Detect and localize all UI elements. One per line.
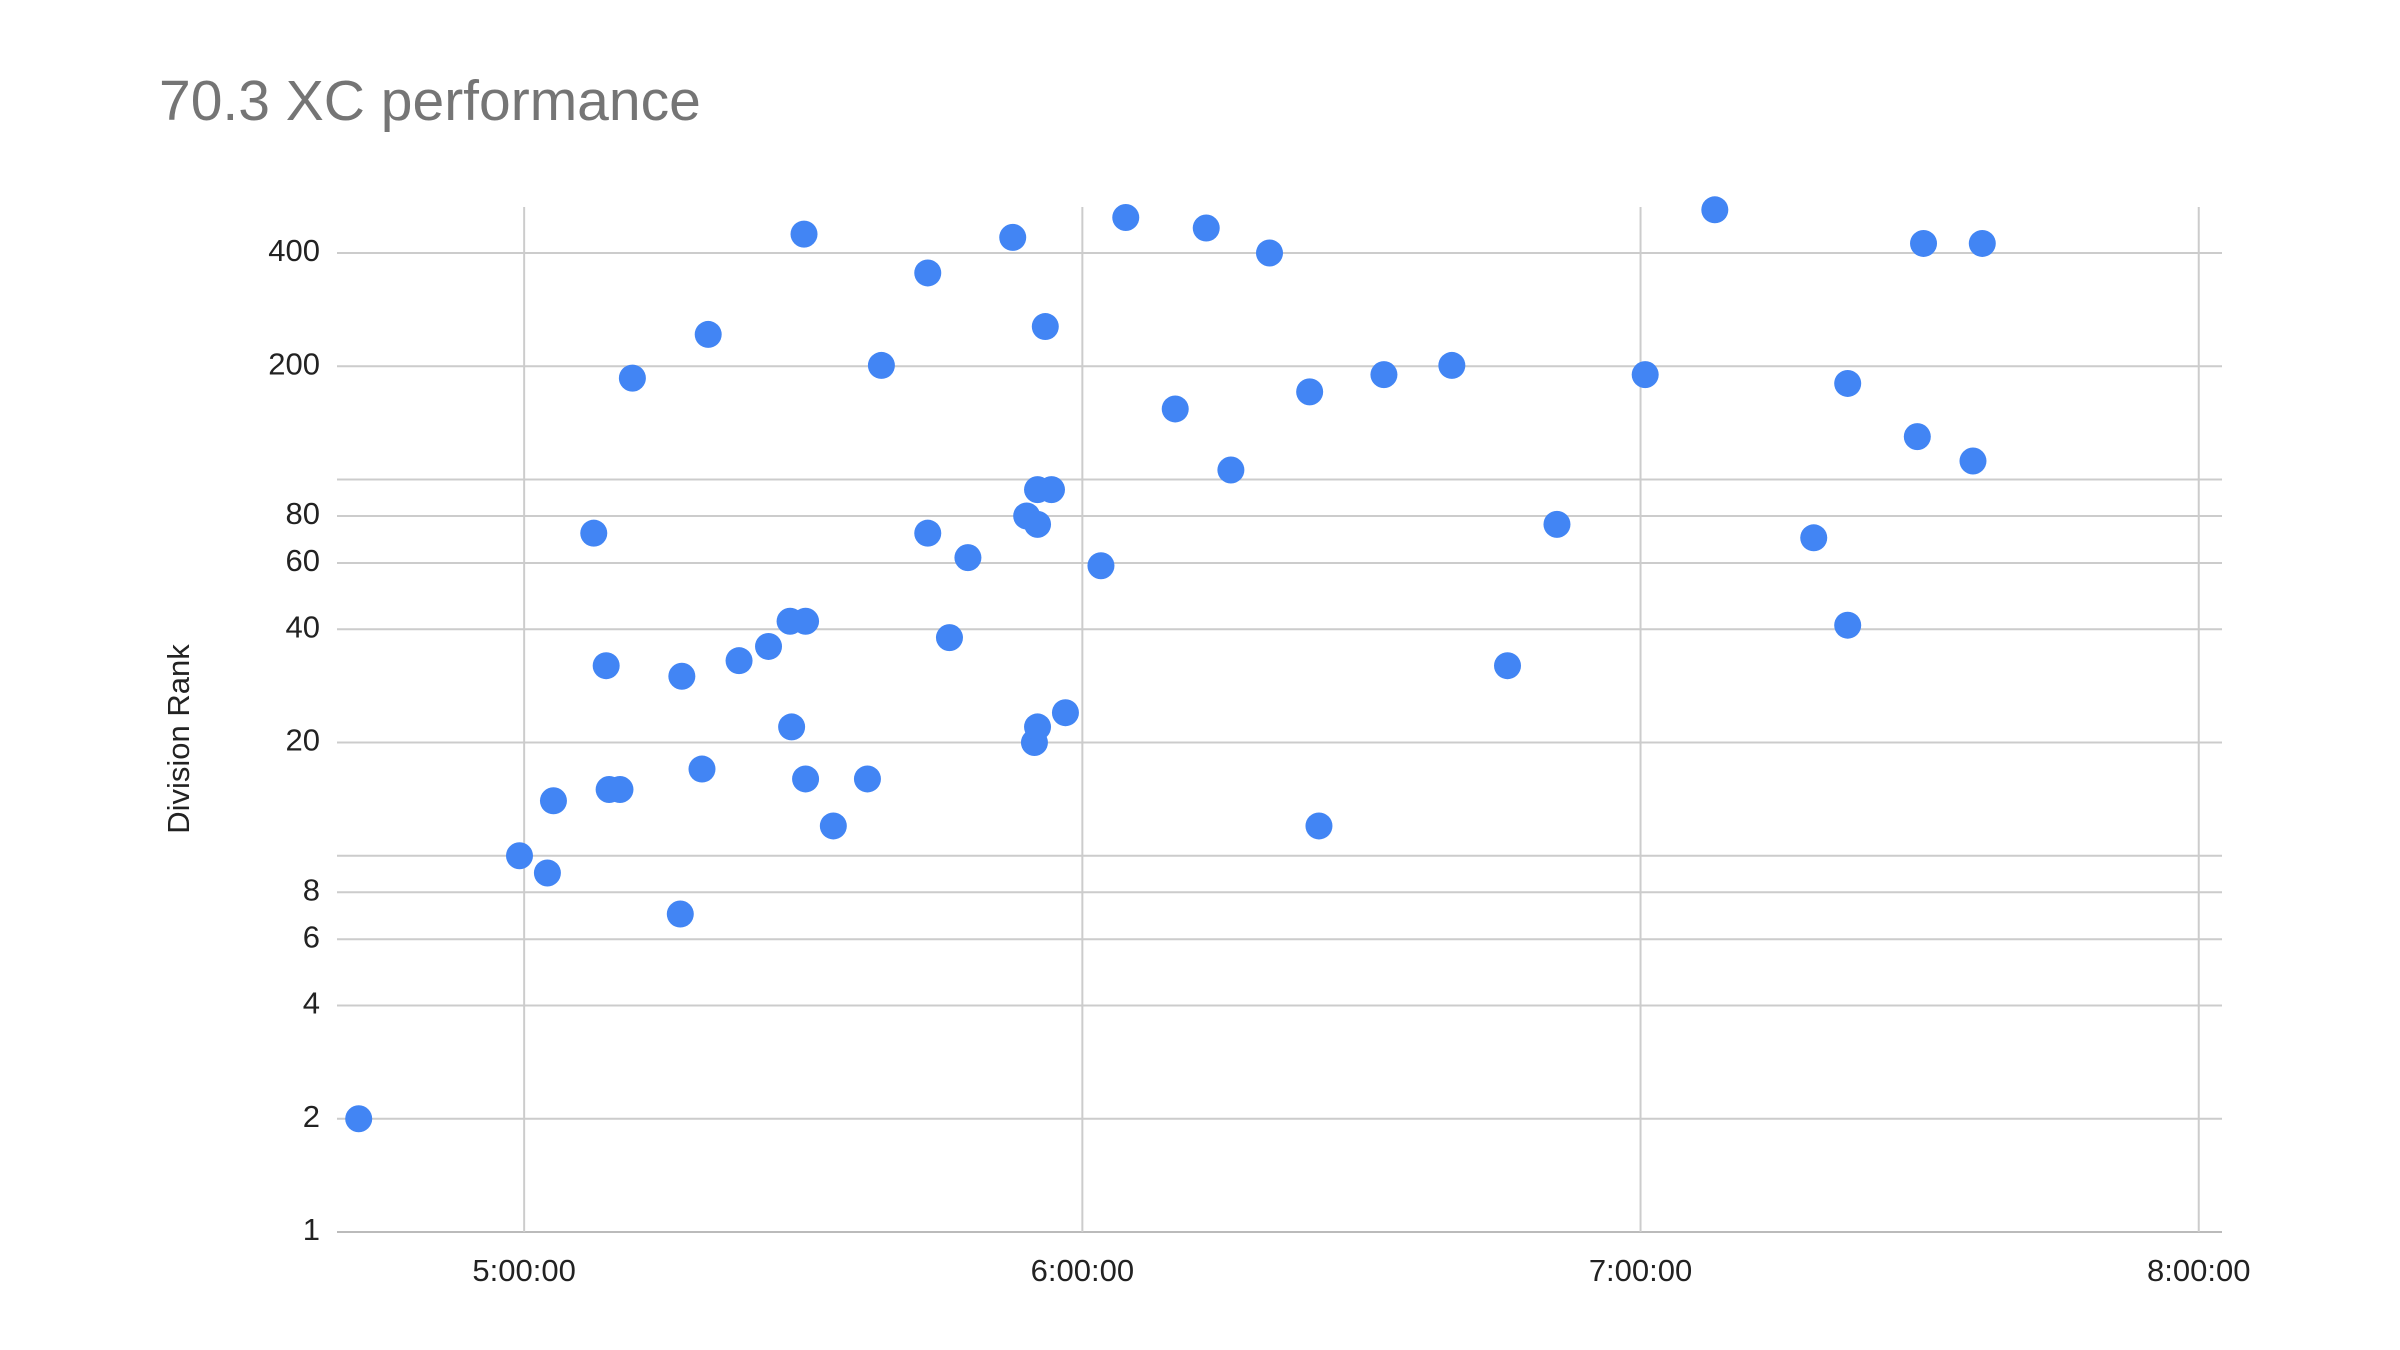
chart-title: 70.3 XC performance (159, 69, 701, 133)
y-tick-label: 60 (286, 543, 320, 578)
data-point (1112, 204, 1140, 232)
data-point (914, 519, 942, 547)
data-point (1701, 196, 1729, 224)
data-point (1834, 611, 1862, 639)
x-tick-label: 8:00:00 (2147, 1253, 2250, 1288)
x-tick-label: 5:00:00 (472, 1253, 575, 1288)
data-point (1438, 351, 1466, 379)
data-point (853, 765, 881, 793)
data-point (1192, 214, 1220, 242)
data-point (792, 607, 820, 635)
data-point (1037, 476, 1065, 504)
data-point (1834, 369, 1862, 397)
data-point (1031, 313, 1059, 341)
data-point (1024, 510, 1052, 538)
data-point (668, 662, 696, 690)
data-point (1051, 699, 1079, 727)
data-point (954, 544, 982, 572)
data-point (666, 900, 694, 928)
data-point (1959, 447, 1987, 475)
data-point (539, 787, 567, 815)
data-point (819, 812, 847, 840)
data-point (755, 632, 783, 660)
data-point (1903, 423, 1931, 451)
data-point (1631, 361, 1659, 389)
y-tick-label: 40 (286, 609, 320, 644)
data-point (580, 519, 608, 547)
data-point (345, 1105, 373, 1133)
data-point (725, 647, 753, 675)
y-tick-label: 20 (286, 723, 320, 758)
y-tick-label: 6 (303, 919, 320, 954)
data-point (1968, 229, 1996, 257)
y-tick-label: 4 (303, 986, 320, 1021)
data-point (1255, 239, 1283, 267)
data-point (792, 765, 820, 793)
data-point (533, 859, 561, 887)
data-point (790, 220, 818, 248)
data-point (1296, 378, 1324, 406)
data-point (1305, 812, 1333, 840)
data-point (1494, 652, 1522, 680)
x-tick-label: 6:00:00 (1031, 1253, 1134, 1288)
data-point (505, 842, 533, 870)
data-point (1370, 361, 1398, 389)
data-point (867, 351, 895, 379)
y-tick-label: 400 (268, 233, 320, 268)
y-axis-title: Division Rank (161, 644, 196, 834)
y-tick-label: 80 (286, 496, 320, 531)
data-point (1217, 456, 1245, 484)
data-point (592, 652, 620, 680)
data-point (1087, 552, 1115, 580)
data-point (606, 775, 634, 803)
data-point (1024, 713, 1052, 741)
y-tick-label: 1 (303, 1212, 320, 1247)
y-tick-label: 200 (268, 346, 320, 381)
data-point (1161, 395, 1189, 423)
data-point (688, 755, 716, 783)
data-point (1910, 229, 1938, 257)
data-point (914, 259, 942, 287)
data-point (999, 223, 1027, 251)
y-tick-label: 2 (303, 1099, 320, 1134)
data-point (1800, 524, 1828, 552)
data-point (778, 713, 806, 741)
y-tick-label: 8 (303, 872, 320, 907)
data-point (694, 320, 722, 348)
data-point (935, 624, 963, 652)
data-point (618, 364, 646, 392)
x-tick-label: 7:00:00 (1589, 1253, 1692, 1288)
data-point (1543, 510, 1571, 538)
